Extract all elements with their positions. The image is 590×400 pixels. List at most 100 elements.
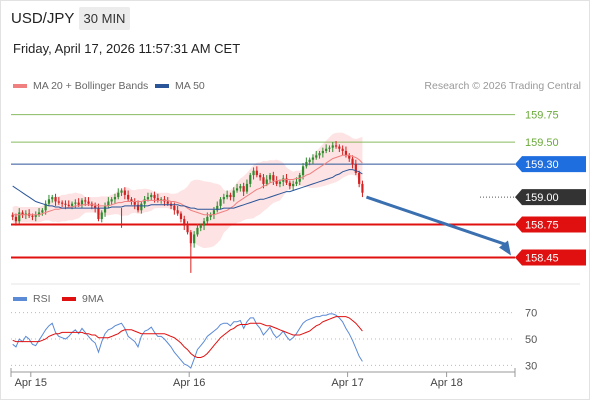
candle-body — [325, 148, 328, 151]
candle-body — [54, 197, 57, 202]
level-label-159-30: 159.30 — [525, 159, 559, 171]
candle-body — [229, 194, 232, 198]
candle-body — [113, 197, 117, 200]
candle-body — [358, 172, 361, 184]
candle-body — [123, 190, 126, 195]
candle-body — [351, 158, 354, 165]
target-arrow-shaft — [365, 195, 507, 246]
candle-body — [133, 201, 136, 205]
candle-body — [285, 178, 288, 183]
candle-body — [80, 200, 84, 205]
candle-body — [67, 204, 70, 206]
candle-body — [153, 194, 156, 199]
candle-body — [235, 188, 239, 191]
candle-body — [136, 204, 140, 211]
legend-rsi-ma: 9MA — [62, 293, 104, 305]
candle-body — [338, 146, 341, 149]
legend-ma20: MA 20 + Bollinger Bands — [13, 80, 148, 92]
candle-body — [173, 205, 176, 211]
level-box-159-30 — [515, 156, 586, 173]
candle-body — [44, 203, 47, 211]
candle-body — [341, 148, 344, 151]
rsi-legend-label: RSI — [33, 293, 51, 305]
candle-body — [334, 145, 338, 147]
candle-body — [18, 212, 21, 222]
candle-body — [127, 194, 130, 200]
candle-body — [110, 199, 113, 202]
legend-ma50: MA 50 — [155, 80, 205, 92]
copyright-label: Research © 2026 Trading Central — [424, 80, 581, 92]
ma50-line — [12, 169, 363, 210]
bollinger-band — [12, 132, 363, 249]
level-box-159-00 — [515, 189, 586, 206]
candle-body — [308, 159, 311, 162]
candle-body — [117, 192, 120, 198]
candle-body — [272, 175, 275, 181]
candle-body — [255, 170, 258, 176]
candle-body — [77, 202, 80, 205]
candle-body — [183, 219, 186, 226]
ma20-line — [12, 154, 363, 216]
candle-body — [97, 208, 100, 220]
candle-body — [57, 201, 60, 203]
candle-body — [275, 180, 278, 184]
candle-body — [295, 181, 298, 184]
ma50-swatch — [155, 84, 169, 88]
candle-body — [226, 194, 229, 198]
candle-body — [179, 213, 183, 220]
candle-body — [120, 190, 123, 193]
candle-body — [140, 203, 143, 211]
timeframe-button[interactable]: 30 MIN — [79, 7, 130, 30]
candle-body — [166, 201, 169, 204]
candle-body — [209, 214, 212, 217]
rsi-tick-70: 70 — [525, 308, 537, 320]
rsi-tick-30: 30 — [525, 360, 537, 372]
candle-body — [292, 183, 295, 187]
x-tick-label: Apr 15 — [15, 377, 47, 389]
candle-body — [219, 199, 222, 206]
ma50-legend-label: MA 50 — [175, 80, 205, 92]
candle-body — [259, 175, 262, 178]
datetime-label: Friday, April 17, 2026 11:57:31 AM CET — [13, 41, 241, 56]
level-box-158-75 — [515, 216, 586, 233]
candle-body — [288, 182, 291, 187]
candle-body — [150, 194, 153, 198]
rsi-ma-swatch — [62, 297, 76, 301]
candle-body — [199, 225, 202, 228]
candle-body — [31, 215, 34, 217]
candle-body — [37, 212, 41, 215]
candle-body — [245, 183, 249, 192]
x-tick-label: Apr 16 — [173, 377, 205, 389]
candle-body — [318, 153, 321, 156]
candle-body — [84, 200, 87, 202]
candle-body — [361, 183, 364, 193]
ma20-swatch — [13, 84, 27, 88]
rsi-series-9ma — [12, 316, 363, 358]
candle-body — [305, 161, 308, 167]
candle-body — [160, 199, 163, 201]
candle-body — [348, 155, 351, 159]
candle-body — [61, 202, 64, 204]
level-label-158-75: 158.75 — [525, 220, 559, 232]
candle-body — [321, 150, 324, 154]
level-label-158-45: 158.45 — [525, 253, 559, 265]
candle-body — [24, 213, 27, 215]
candle-body — [103, 205, 107, 213]
candle-body — [331, 145, 334, 148]
level-label-159-75: 159.75 — [525, 110, 559, 122]
candle-body — [202, 221, 206, 226]
candle-body — [87, 201, 90, 204]
symbol-title: USD/JPY — [11, 10, 75, 27]
candle-body — [232, 190, 235, 198]
level-label-159-50: 159.50 — [525, 137, 559, 149]
rsi-series-rsi — [12, 313, 363, 369]
candle-body — [216, 205, 219, 211]
candle-body — [354, 164, 357, 173]
candle-body — [34, 214, 37, 217]
candle-body — [14, 216, 18, 222]
candle-body — [47, 199, 51, 204]
candle-body — [301, 166, 305, 176]
candle-body — [252, 170, 255, 176]
candle-body — [41, 210, 44, 213]
